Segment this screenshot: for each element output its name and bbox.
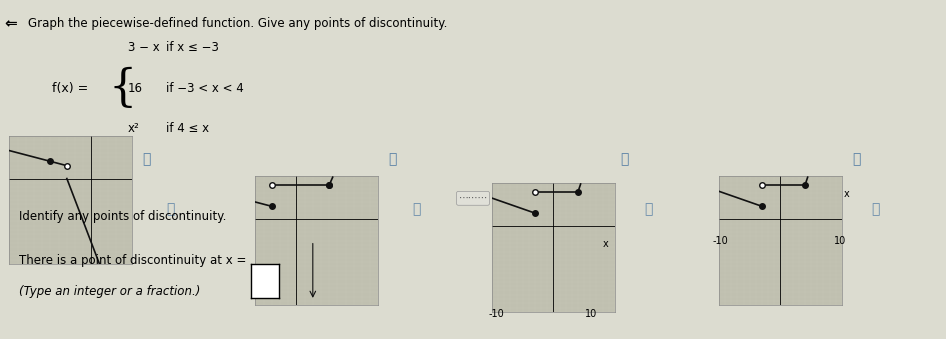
- Text: (Type an integer or a fraction.): (Type an integer or a fraction.): [19, 285, 201, 298]
- Text: x: x: [844, 188, 850, 199]
- Text: -10: -10: [489, 309, 504, 319]
- Text: 16: 16: [128, 82, 143, 95]
- Text: 3 − x: 3 − x: [128, 41, 160, 54]
- Text: ⧉: ⧉: [166, 203, 174, 217]
- Text: if x ≤ −3: if x ≤ −3: [166, 41, 219, 54]
- Text: x²: x²: [128, 122, 139, 135]
- Text: 10: 10: [834, 236, 846, 246]
- Text: ⧉: ⧉: [871, 203, 879, 217]
- Text: 🔍: 🔍: [621, 152, 628, 166]
- Text: 🔍: 🔍: [143, 152, 150, 166]
- Text: Identify any points of discontinuity.: Identify any points of discontinuity.: [19, 210, 226, 223]
- Text: f(x) =: f(x) =: [52, 82, 88, 95]
- Text: if −3 < x < 4: if −3 < x < 4: [166, 82, 243, 95]
- Text: ⧉: ⧉: [644, 203, 652, 217]
- Text: 10: 10: [586, 309, 597, 319]
- Text: There is a point of discontinuity at x =: There is a point of discontinuity at x =: [19, 254, 246, 267]
- Text: ⋯⋯⋯: ⋯⋯⋯: [459, 193, 487, 203]
- Text: ⇐: ⇐: [5, 16, 17, 31]
- Text: if 4 ≤ x: if 4 ≤ x: [166, 122, 209, 135]
- Text: x: x: [603, 239, 608, 250]
- Text: -10: -10: [713, 236, 728, 246]
- Text: {: {: [109, 66, 137, 110]
- Text: ⧉: ⧉: [412, 203, 420, 217]
- Text: 🔍: 🔍: [852, 152, 860, 166]
- Text: Graph the piecewise-defined function. Give any points of discontinuity.: Graph the piecewise-defined function. Gi…: [28, 17, 447, 30]
- Text: 🔍: 🔍: [389, 152, 396, 166]
